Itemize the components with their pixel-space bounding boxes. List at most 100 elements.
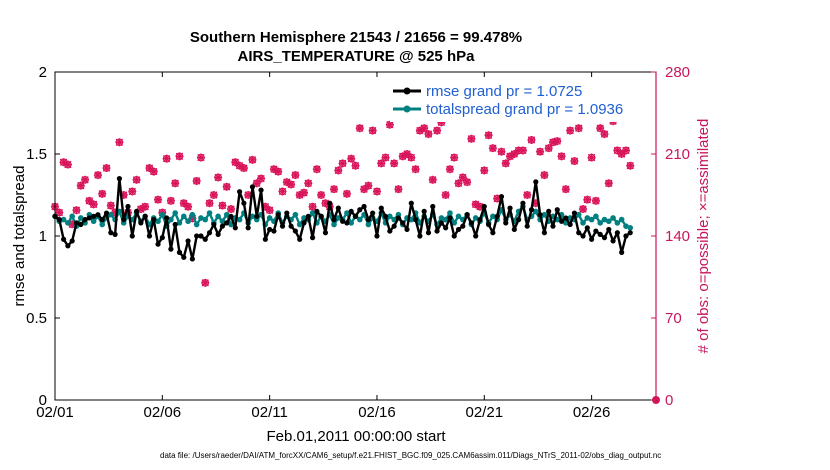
totalspread-point bbox=[584, 215, 591, 221]
obs-assimilated-marker bbox=[385, 120, 394, 129]
rmse-point bbox=[541, 230, 547, 236]
obs-assimilated-marker bbox=[89, 200, 98, 209]
obs-assimilated-marker bbox=[166, 196, 175, 205]
rmse-point bbox=[447, 215, 453, 221]
totalspread-point bbox=[356, 216, 363, 223]
rmse-point bbox=[421, 208, 427, 214]
obs-assimilated-marker bbox=[583, 195, 592, 204]
totalspread-point bbox=[172, 210, 178, 216]
obs-assimilated-marker bbox=[617, 150, 626, 158]
rmse-point bbox=[267, 226, 273, 233]
rmse-point bbox=[490, 230, 496, 236]
rmse-point bbox=[361, 203, 367, 210]
rmse-point bbox=[365, 217, 371, 223]
rmse-point bbox=[571, 210, 578, 216]
rmse-point bbox=[73, 220, 80, 226]
rmse-point bbox=[546, 208, 552, 214]
totalspread-point bbox=[447, 210, 453, 216]
rmse-point bbox=[606, 226, 612, 233]
totalspread-point bbox=[215, 213, 221, 220]
legend-spread-label: totalspread grand pr = 1.0936 bbox=[426, 101, 623, 118]
totalspread-point bbox=[541, 211, 548, 218]
y-right-tick-label: 0 bbox=[665, 392, 673, 409]
rmse-point bbox=[464, 212, 470, 218]
legend-rmse-marker bbox=[403, 87, 411, 95]
rmse-point bbox=[236, 189, 243, 195]
rmse-point bbox=[601, 235, 608, 241]
obs-assimilated-marker bbox=[523, 191, 532, 199]
obs-assimilated-marker bbox=[403, 150, 412, 158]
totalspread-point bbox=[292, 211, 299, 218]
rmse-point bbox=[614, 230, 620, 236]
obs-assimilated-marker bbox=[613, 146, 622, 155]
totalspread-point bbox=[223, 211, 230, 218]
obs-assimilated-marker bbox=[368, 126, 377, 135]
rmse-point bbox=[78, 221, 84, 228]
obs-assimilated-marker bbox=[497, 147, 506, 156]
totalspread-point bbox=[185, 218, 191, 225]
rmse-point bbox=[438, 220, 444, 226]
rmse-point bbox=[202, 236, 208, 242]
obs-assimilated-marker bbox=[111, 208, 120, 217]
obs-assimilated-marker bbox=[72, 206, 81, 215]
rmse-point bbox=[524, 223, 530, 229]
obs-assimilated-marker bbox=[381, 153, 390, 162]
obs-assimilated-marker bbox=[540, 171, 549, 180]
totalspread-point bbox=[627, 225, 634, 231]
rmse-point bbox=[537, 212, 543, 218]
obs-assimilated-marker bbox=[437, 118, 446, 127]
totalspread-point bbox=[219, 218, 226, 225]
x-tick-label: 02/26 bbox=[573, 404, 611, 421]
rmse-point bbox=[335, 205, 341, 211]
totalspread-point bbox=[472, 215, 479, 221]
obs-assimilated-marker bbox=[175, 152, 184, 161]
totalspread-point bbox=[266, 215, 273, 221]
x-tick-label: 02/21 bbox=[466, 404, 504, 421]
totalspread-point bbox=[575, 211, 582, 218]
totalspread-point bbox=[601, 216, 608, 223]
obs-assimilated-marker bbox=[626, 161, 635, 170]
rmse-point bbox=[627, 230, 633, 236]
rmse-point bbox=[593, 228, 599, 234]
rmse-point bbox=[503, 220, 509, 226]
obs-count-markers bbox=[51, 117, 660, 404]
obs-assimilated-marker bbox=[347, 154, 356, 163]
rmse-point bbox=[112, 231, 118, 237]
obs-assimilated-marker bbox=[59, 158, 68, 167]
totalspread-point bbox=[580, 220, 586, 226]
legend-rmse-label: rmse grand pr = 1.0725 bbox=[426, 83, 582, 100]
obs-assimilated-marker bbox=[557, 152, 566, 161]
rmse-point bbox=[82, 217, 88, 223]
rmse-point bbox=[623, 233, 629, 239]
rmse-point bbox=[254, 213, 260, 219]
obs-assimilated-marker bbox=[570, 157, 579, 166]
y-right-tick-label: 280 bbox=[665, 64, 690, 81]
obs-assimilated-marker bbox=[115, 138, 124, 147]
obs-assimilated-marker bbox=[257, 174, 266, 183]
obs-assimilated-marker bbox=[265, 206, 274, 215]
plot-area bbox=[55, 72, 656, 400]
legend-spread-marker bbox=[403, 105, 411, 113]
totalspread-point bbox=[90, 218, 97, 225]
totalspread-point bbox=[193, 221, 200, 228]
y-axis-left: 0 0.5 1 1.5 2 bbox=[26, 64, 60, 409]
obs-assimilated-marker bbox=[475, 202, 484, 211]
chart-title-line2: AIRS_TEMPERATURE @ 525 hPa bbox=[238, 48, 476, 65]
rmse-point bbox=[99, 217, 105, 223]
totalspread-point bbox=[180, 213, 187, 220]
rmse-point bbox=[378, 205, 384, 211]
totalspread-point bbox=[189, 211, 196, 218]
obs-assimilated-marker bbox=[561, 185, 570, 194]
rmse-point bbox=[516, 217, 522, 223]
obs-assimilated-marker bbox=[330, 185, 339, 194]
obs-assimilated-marker bbox=[493, 194, 502, 203]
rmse-point bbox=[567, 221, 573, 228]
totalspread-point bbox=[614, 220, 621, 226]
obs-assimilated-marker bbox=[55, 208, 64, 217]
obs-assimilated-marker bbox=[531, 199, 540, 208]
rmse-point bbox=[245, 225, 251, 231]
rmse-point bbox=[520, 200, 526, 206]
obs-assimilated-marker bbox=[596, 124, 605, 133]
rmse-point bbox=[589, 236, 595, 242]
y-axis-right-label: # of obs: o=possible; ×=assimilated bbox=[695, 119, 712, 354]
